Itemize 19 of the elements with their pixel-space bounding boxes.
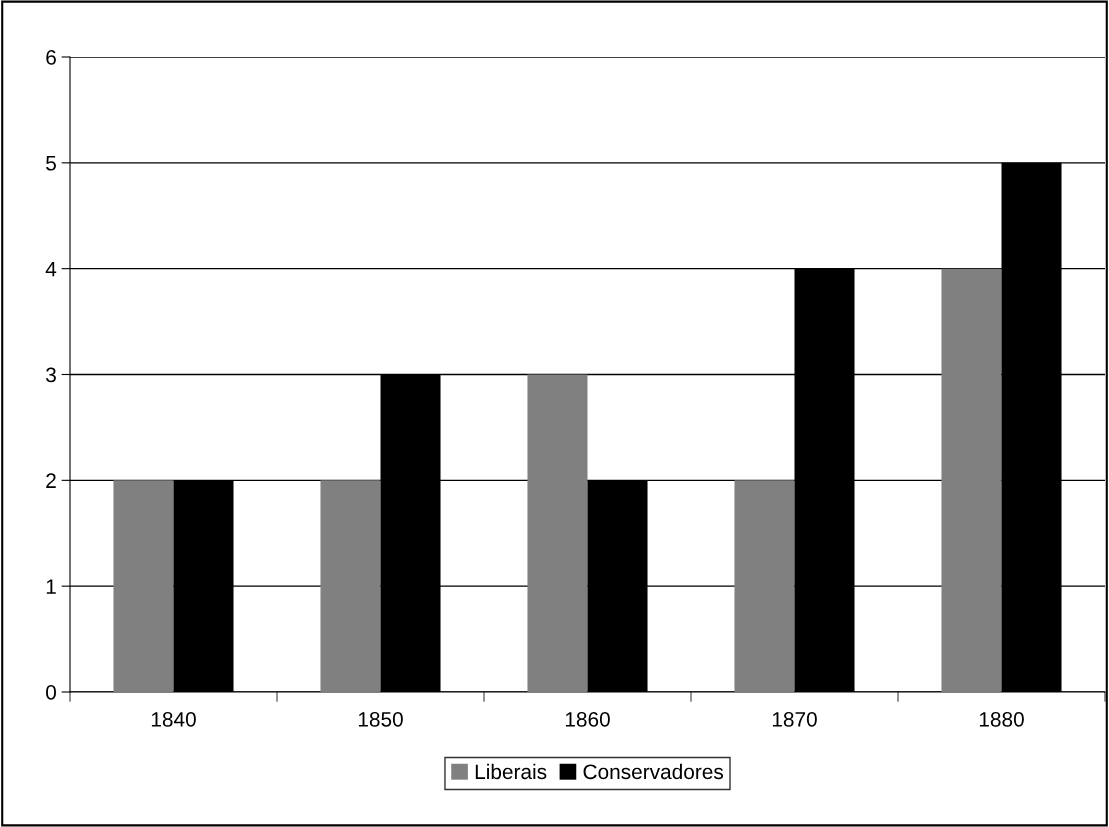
legend-label: Conservadores xyxy=(583,763,724,780)
y-tick-label: 1 xyxy=(46,579,56,594)
bar xyxy=(941,268,1002,692)
x-tick-label: 1880 xyxy=(979,711,1024,727)
y-tick-label: 5 xyxy=(46,156,56,171)
y-tick-label: 6 xyxy=(46,50,56,65)
x-tick-label: 1850 xyxy=(358,711,403,727)
bar xyxy=(113,480,174,692)
x-tick-label: 1860 xyxy=(565,711,610,727)
x-tick-label: 1870 xyxy=(772,711,817,727)
bar xyxy=(527,374,588,692)
bar xyxy=(734,480,795,692)
y-tick-label: 2 xyxy=(46,473,56,488)
legend-label: Liberais xyxy=(475,763,547,780)
bar xyxy=(320,480,381,692)
y-tick-label: 0 xyxy=(46,685,56,700)
y-tick-label: 3 xyxy=(46,367,56,383)
x-tick-label: 1840 xyxy=(151,711,196,727)
y-tick-label: 4 xyxy=(45,261,57,277)
